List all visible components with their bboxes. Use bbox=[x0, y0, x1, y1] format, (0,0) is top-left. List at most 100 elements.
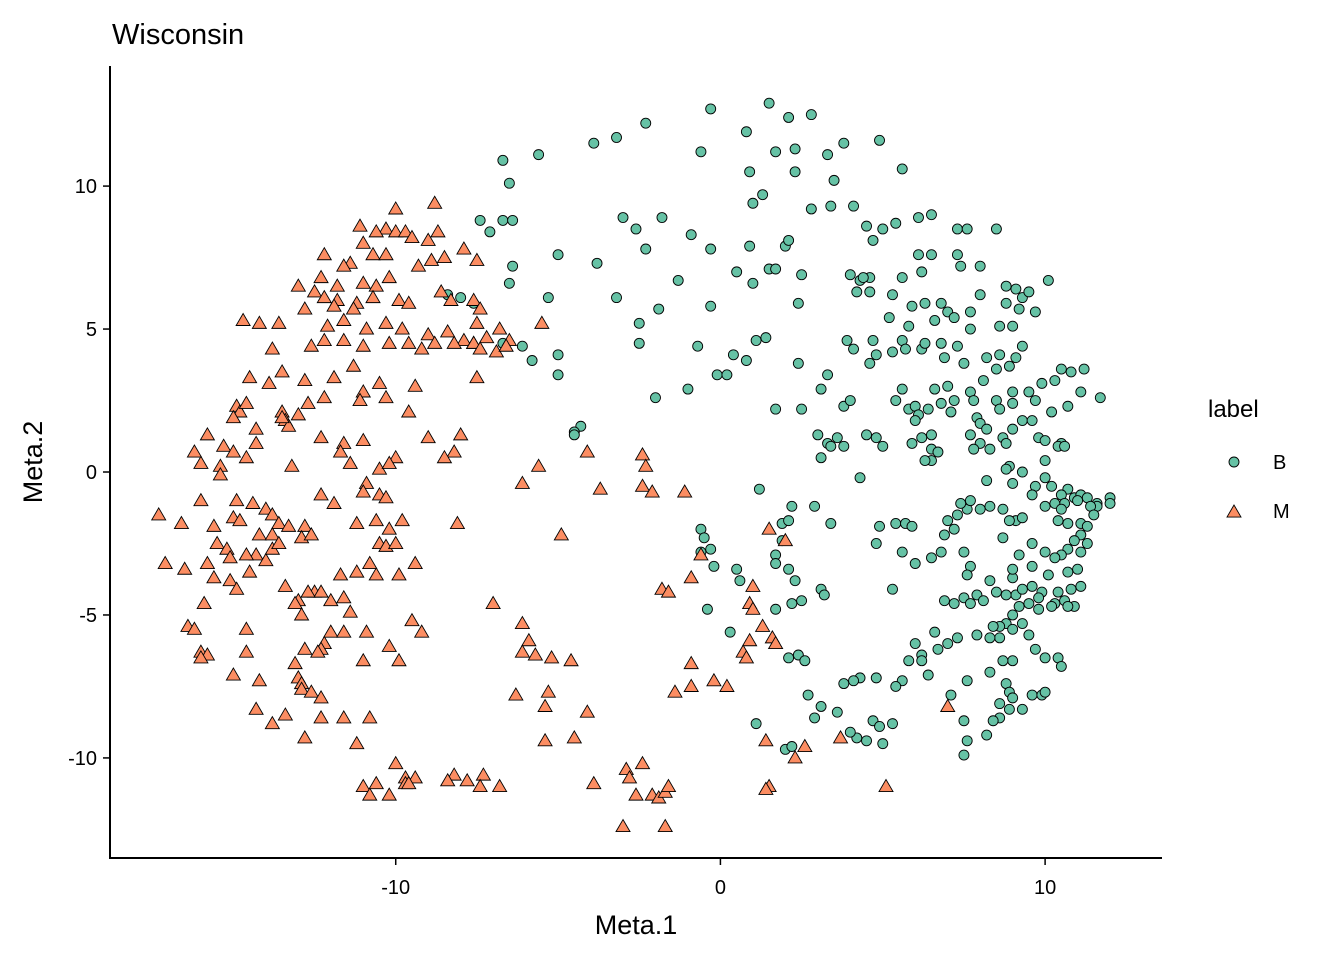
point-B bbox=[974, 289, 986, 301]
point-B bbox=[887, 289, 898, 301]
point-M bbox=[449, 515, 466, 529]
point-B bbox=[770, 603, 782, 615]
point-M bbox=[618, 761, 635, 775]
point-M bbox=[381, 787, 398, 801]
point-M bbox=[238, 395, 255, 409]
point-M bbox=[475, 767, 492, 781]
point-M bbox=[378, 489, 394, 504]
point-M bbox=[193, 455, 209, 469]
point-M bbox=[274, 409, 290, 424]
point-B bbox=[1055, 660, 1067, 672]
point-M bbox=[238, 547, 255, 561]
point-B bbox=[672, 274, 684, 286]
point-M bbox=[540, 684, 557, 698]
point-B bbox=[1007, 397, 1019, 409]
point-B bbox=[887, 718, 898, 730]
point-B bbox=[896, 272, 908, 284]
point-M bbox=[413, 341, 430, 355]
point-B bbox=[656, 212, 668, 223]
point-B bbox=[906, 437, 918, 449]
point-M bbox=[271, 315, 287, 329]
point-B bbox=[1007, 563, 1019, 575]
point-B bbox=[770, 558, 782, 569]
point-M bbox=[420, 232, 436, 246]
point-B bbox=[1094, 392, 1106, 404]
point-B bbox=[1033, 592, 1045, 604]
point-B bbox=[650, 392, 661, 404]
point-M bbox=[413, 624, 430, 638]
point-B bbox=[916, 655, 928, 667]
point-M bbox=[634, 755, 651, 770]
point-B bbox=[734, 575, 746, 587]
point-B bbox=[848, 343, 859, 355]
point-B bbox=[1007, 692, 1019, 704]
point-B bbox=[1072, 495, 1084, 507]
point-B bbox=[640, 243, 652, 255]
point-B bbox=[961, 675, 973, 687]
point-B bbox=[1007, 386, 1019, 398]
point-B bbox=[896, 163, 908, 175]
point-B bbox=[1081, 538, 1093, 549]
point-M bbox=[345, 301, 362, 315]
point-B bbox=[932, 446, 944, 458]
point-B bbox=[948, 598, 960, 609]
point-M bbox=[355, 778, 372, 793]
point-M bbox=[452, 426, 469, 441]
point-M bbox=[400, 404, 417, 418]
point-M bbox=[579, 444, 596, 458]
point-M bbox=[939, 698, 956, 712]
point-B bbox=[1007, 623, 1019, 635]
point-B bbox=[929, 383, 941, 395]
point-M bbox=[342, 604, 359, 618]
point-M bbox=[410, 258, 427, 272]
point-B bbox=[552, 249, 564, 261]
point-B bbox=[1016, 703, 1028, 715]
point-B bbox=[874, 134, 885, 146]
point-B bbox=[867, 234, 879, 246]
point-B bbox=[870, 672, 882, 684]
point-B bbox=[1052, 586, 1064, 598]
point-B bbox=[831, 432, 843, 444]
point-B bbox=[484, 226, 496, 238]
point-M bbox=[355, 235, 372, 249]
point-B bbox=[919, 455, 931, 467]
point-B bbox=[987, 715, 999, 727]
point-B bbox=[1104, 498, 1116, 509]
point-M bbox=[400, 295, 417, 309]
point-M bbox=[508, 687, 524, 701]
point-B bbox=[770, 146, 782, 158]
point-B bbox=[958, 715, 970, 727]
point-B bbox=[1046, 600, 1058, 612]
point-B bbox=[877, 440, 889, 452]
point-B bbox=[951, 509, 963, 521]
x-axis-title: Meta.1 bbox=[595, 910, 678, 940]
point-B bbox=[809, 712, 821, 724]
point-M bbox=[407, 555, 423, 569]
point-M bbox=[264, 506, 281, 521]
point-M bbox=[316, 332, 333, 346]
point-M bbox=[297, 641, 313, 655]
point-B bbox=[864, 357, 876, 369]
point-M bbox=[469, 315, 485, 329]
point-M bbox=[329, 278, 346, 292]
point-B bbox=[900, 343, 911, 355]
point-M bbox=[186, 621, 203, 635]
y-tick-label: -10 bbox=[68, 748, 97, 770]
point-M bbox=[238, 449, 255, 464]
point-M bbox=[683, 569, 699, 584]
point-M bbox=[225, 444, 242, 458]
point-M bbox=[300, 584, 316, 598]
point-B bbox=[1000, 437, 1012, 449]
point-B bbox=[1059, 440, 1071, 452]
point-M bbox=[348, 564, 365, 578]
point-B bbox=[744, 240, 756, 252]
point-M bbox=[676, 484, 693, 498]
point-M bbox=[459, 772, 475, 787]
point-M bbox=[323, 624, 339, 638]
point-M bbox=[381, 455, 398, 469]
point-B bbox=[906, 520, 918, 532]
point-M bbox=[378, 389, 394, 404]
point-M bbox=[521, 632, 537, 647]
point-B bbox=[822, 369, 834, 381]
legend-label-B: B bbox=[1273, 452, 1286, 474]
